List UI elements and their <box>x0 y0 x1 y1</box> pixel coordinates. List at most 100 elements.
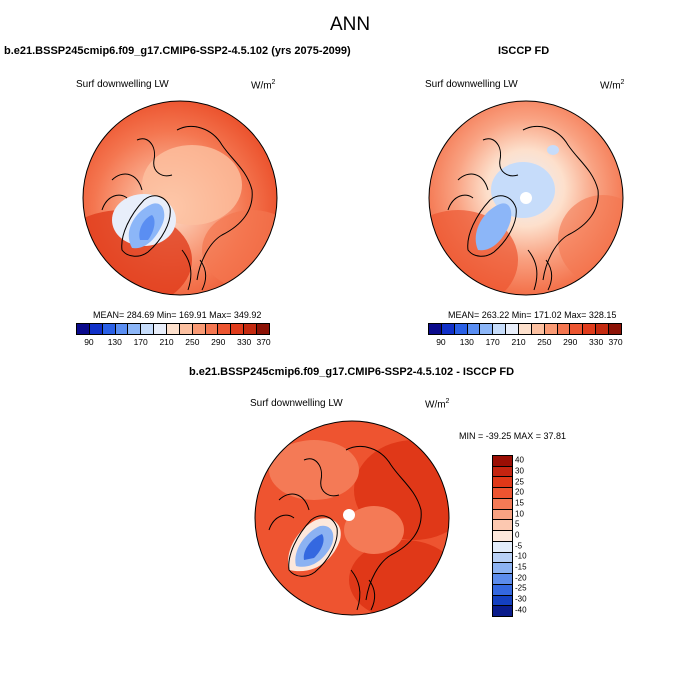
coastline-greenland <box>467 195 517 257</box>
panel-2-polar-map <box>428 100 624 296</box>
cold-region-arctic <box>491 162 555 218</box>
colorbar-tick-label: 370 <box>256 337 271 347</box>
panel-1-title: b.e21.BSSP245cmip6.f09_g17.CMIP6-SSP2-4.… <box>4 45 351 57</box>
mild-region <box>344 506 404 554</box>
colorbar-swatch <box>429 324 442 334</box>
colorbar-tick-label: -40 <box>515 605 527 615</box>
colorbar-tick-label: 170 <box>485 337 500 347</box>
coastline-canada <box>101 138 173 211</box>
colorbar-swatch <box>454 324 468 334</box>
coastline-scandinavia <box>527 249 553 291</box>
colorbar-swatch <box>102 324 116 334</box>
cold-spot <box>547 145 559 155</box>
coastline-eurasia <box>345 446 422 601</box>
colorbar-tick-label: 20 <box>515 487 524 497</box>
colorbar-swatch <box>167 324 180 334</box>
colorbar-swatch <box>493 552 512 564</box>
colorbar-swatch <box>141 324 155 334</box>
coastline-scandinavia <box>350 569 376 611</box>
colorbar-tick-label: 10 <box>515 509 524 519</box>
colorbar-swatch <box>205 324 219 334</box>
panel-3-variable-label: Surf downwelling LW <box>250 398 343 409</box>
coastline-greenland <box>121 195 171 257</box>
coastline-canada <box>447 138 519 211</box>
colorbar-swatch <box>493 520 512 532</box>
colorbar-swatch <box>493 456 512 467</box>
colorbar-swatch <box>531 324 545 334</box>
colorbar-swatch <box>493 563 512 575</box>
colorbar-swatch <box>506 324 520 334</box>
colorbar-tick-label: 15 <box>515 498 524 508</box>
colorbar-tick-label: 130 <box>459 337 474 347</box>
cold-core <box>303 534 324 560</box>
colorbar-swatch <box>192 324 206 334</box>
cold-core <box>139 215 155 240</box>
cold-region-greenland <box>475 203 512 251</box>
colorbar-swatch <box>493 466 512 478</box>
colorbar-tick-label: 90 <box>436 337 446 347</box>
colorbar-swatch <box>557 324 571 334</box>
panel-3-colorbar <box>492 455 513 617</box>
colorbar-swatch <box>480 324 494 334</box>
colorbar-swatch <box>179 324 193 334</box>
panel-1-polar-map <box>82 100 278 296</box>
main-title: ANN <box>329 14 371 35</box>
colorbar-tick-label: 90 <box>84 337 94 347</box>
colorbar-swatch <box>493 584 512 596</box>
panel-1-colorbar: 90 130 170 210 250 290 330 370 <box>76 323 271 347</box>
panel-2-stats: MEAN= 263.22 Min= 171.02 Max= 328.15 <box>448 310 617 320</box>
pole-hole <box>520 192 532 204</box>
panel-3-title: b.e21.BSSP245cmip6.f09_g17.CMIP6-SSP2-4.… <box>189 366 515 378</box>
colorbar-swatch <box>154 324 168 334</box>
colorbar-tick-label: -25 <box>515 583 527 593</box>
panel-2-variable-label: Surf downwelling LW <box>425 79 518 90</box>
colorbar-swatch <box>493 595 512 607</box>
colorbar-tick-label: -15 <box>515 562 527 572</box>
colorbar-swatch <box>570 324 584 334</box>
panel-3-colorbar-ticks: 40 30 25 20 15 10 5 0 -5 -10 -15 -20 -25 -30 -40 <box>515 455 545 615</box>
panel-3-stats: MIN = -39.25 MAX = 37.81 <box>459 431 567 441</box>
colorbar-tick-label: 210 <box>159 337 174 347</box>
colorbar-tick-label: -10 <box>515 551 527 561</box>
coastline-greenland <box>288 515 338 577</box>
panel-1-stats: MEAN= 284.69 Min= 169.91 Max= 349.92 <box>93 310 262 320</box>
coastline-scandinavia <box>181 249 207 291</box>
colorbar-tick-label: 290 <box>563 337 578 347</box>
colorbar-swatch <box>257 324 269 334</box>
colorbar-swatch <box>77 324 90 334</box>
colorbar-tick-label: 290 <box>211 337 226 347</box>
panel-2-title: ISCCP FD <box>498 45 550 57</box>
colorbar-tick-label: 370 <box>608 337 623 347</box>
colorbar-swatch <box>441 324 455 334</box>
colorbar-swatch <box>89 324 103 334</box>
colorbar-tick-label: 30 <box>515 466 524 476</box>
pole-hole <box>343 509 355 521</box>
colorbar-swatch <box>231 324 245 334</box>
colorbar-swatch <box>544 324 558 334</box>
coastline-eurasia <box>522 126 599 281</box>
panel-3-polar-map <box>254 420 450 616</box>
coastline-canada <box>268 458 340 531</box>
colorbar-swatch <box>115 324 129 334</box>
colorbar-swatch <box>493 606 512 617</box>
colorbar-tick-label: -20 <box>515 573 527 583</box>
warm-region <box>202 210 277 290</box>
colorbar-tick-label: 25 <box>515 477 524 487</box>
colorbar-swatch <box>596 324 610 334</box>
colorbar-swatch <box>493 488 512 499</box>
colorbar-tick-label: 40 <box>515 455 524 465</box>
colorbar-swatch <box>493 574 512 585</box>
colorbar-tick-label: -5 <box>515 541 523 551</box>
panel-3-unit-label: W/m2 <box>425 398 450 411</box>
colorbar-tick-label: 130 <box>107 337 122 347</box>
colorbar-tick-label: 330 <box>589 337 604 347</box>
panel-1-variable-label: Surf downwelling LW <box>76 79 169 90</box>
colorbar-tick-label: 250 <box>185 337 200 347</box>
panel-2-unit-label: W/m2 <box>600 79 625 92</box>
colorbar-swatch <box>493 477 512 489</box>
colorbar-swatch <box>519 324 532 334</box>
colorbar-swatch <box>244 324 258 334</box>
colorbar-tick-label: -30 <box>515 594 527 604</box>
colorbar-swatch <box>128 324 142 334</box>
panel-1-unit-label: W/m2 <box>251 79 276 92</box>
